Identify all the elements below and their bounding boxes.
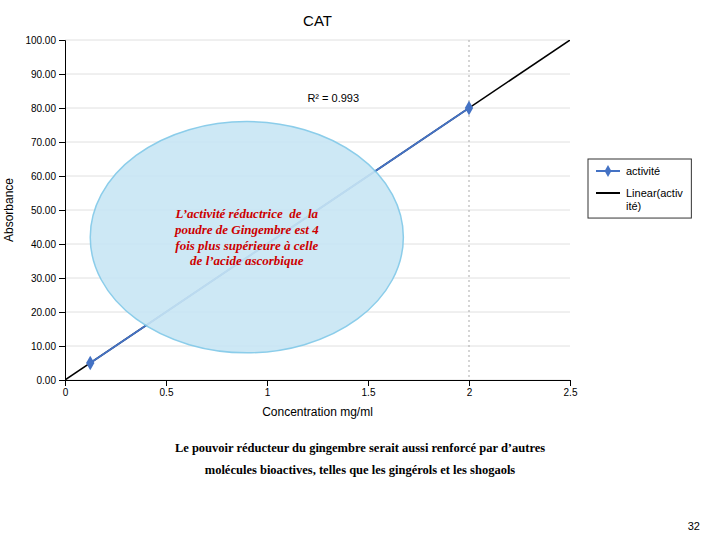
x-axis-title: Concentration mg/ml: [262, 405, 373, 419]
footnote: Le pouvoir réducteur du gingembre serait…: [175, 441, 545, 455]
text-line: fois plus supérieure à celle: [175, 238, 318, 253]
y-axis-title: Absorbance: [2, 178, 16, 242]
footnote: molécules bioactives, telles que les gin…: [205, 463, 516, 477]
tick-label: 20.00: [31, 307, 56, 318]
tick-label: 100.00: [25, 35, 56, 46]
text-line: R² = 0.993: [307, 92, 359, 104]
y-axis: 0.00 10.00 20.00 30.00 40.00 50.00 60.00 70.00 8…: [25, 35, 65, 386]
tick-label: 2.5: [564, 387, 578, 398]
tick: 20.00: [31, 307, 65, 318]
marker: [86, 356, 94, 370]
tick-label: 2: [467, 387, 473, 398]
grid-line: [65, 40, 570, 41]
x-axis: 0 0.5 1 1.5 2 2.5: [63, 380, 578, 398]
tick-mark: [59, 108, 65, 109]
tick-label: 30.00: [31, 273, 56, 284]
tick-mark: [59, 346, 65, 347]
tick-mark: [59, 278, 65, 279]
tick-label: 80.00: [31, 103, 56, 114]
series-line: [90, 108, 469, 363]
legend-item: activité: [596, 165, 660, 177]
legend-items: activité Linear(activité): [596, 165, 683, 212]
text-line: de l’acide ascorbique: [190, 253, 304, 268]
series-line: [65, 40, 570, 380]
text-line: activité: [626, 165, 660, 177]
tick-mark: [469, 380, 470, 386]
annotations: L’activité réductrice de lapoudre de Gin…: [90, 92, 403, 353]
tick-label: 40.00: [31, 239, 56, 250]
text-line: L’activité réductrice de la: [175, 206, 319, 221]
grid-line: [65, 346, 570, 347]
annotation-ellipse: [90, 122, 403, 353]
axis-line: [59, 41, 66, 381]
tick: 10.00: [31, 341, 65, 352]
tick: 2: [467, 380, 473, 398]
reference-line: [469, 40, 470, 380]
tick-mark: [166, 380, 167, 386]
tick-mark: [368, 380, 369, 386]
text-line: Linear(activ: [626, 187, 683, 199]
tick: 90.00: [31, 69, 65, 80]
tick-label: 0.00: [37, 375, 57, 386]
grid: [65, 40, 570, 380]
tick: 0.5: [160, 380, 174, 398]
chart: 0 0.5 1 1.5 2 2.5 0.00 10.00 20.00 30.00 40.00 50.0…: [0, 0, 720, 540]
tick-mark: [59, 74, 65, 75]
tick-mark: [59, 312, 65, 313]
annotation: L’activité réductrice de lapoudre de Gin…: [174, 206, 319, 268]
plot: 0 0.5 1 1.5 2 2.5 0.00 10.00 20.00 30.00 40.00 50.0…: [2, 35, 691, 419]
tick: 30.00: [31, 273, 65, 284]
tick-label: 50.00: [31, 205, 56, 216]
tick-label: 0: [63, 387, 69, 398]
axis-line: [66, 381, 571, 387]
legend-box: [588, 159, 691, 218]
tick-mark: [59, 176, 65, 177]
legend-item: Linear(activité): [596, 187, 683, 212]
text-line: poudre de Gingembre est 4: [174, 222, 319, 237]
tick: 0: [63, 380, 69, 398]
tick: 60.00: [31, 171, 65, 182]
marker: [465, 101, 473, 115]
tick-label: 90.00: [31, 69, 56, 80]
tick-mark: [59, 244, 65, 245]
tick: 0.00: [37, 375, 65, 386]
tick-mark: [59, 210, 65, 211]
tick-label: 1.5: [362, 387, 376, 398]
tick-mark: [59, 380, 65, 381]
tick-label: 0.5: [160, 387, 174, 398]
legend-label: Linear(activité): [626, 187, 683, 212]
grid-line: [65, 74, 570, 75]
tick: 100.00: [25, 35, 65, 46]
legend-label: activité: [626, 165, 660, 177]
data: [65, 40, 570, 380]
title: CAT: [303, 12, 332, 29]
legend-swatch: [596, 192, 620, 194]
tick-label: 60.00: [31, 171, 56, 182]
tick: 80.00: [31, 103, 65, 114]
tick-mark: [59, 142, 65, 143]
tick: 50.00: [31, 205, 65, 216]
grid-line: [65, 108, 570, 109]
tick: 1: [265, 380, 271, 398]
text-line: ité): [626, 200, 641, 212]
tick-label: 1: [265, 387, 271, 398]
tick: 2.5: [564, 380, 578, 398]
tick-mark: [267, 380, 268, 386]
page-number: 32: [688, 520, 700, 532]
legend-marker: [605, 165, 612, 177]
tick: 40.00: [31, 239, 65, 250]
tick-mark: [59, 40, 65, 41]
tick-label: 70.00: [31, 137, 56, 148]
tick-mark: [570, 380, 571, 386]
tick: 70.00: [31, 137, 65, 148]
tick-label: 10.00: [31, 341, 56, 352]
tick: 1.5: [362, 380, 376, 398]
annotation: R² = 0.993: [307, 92, 359, 104]
legend: activité Linear(activité): [588, 159, 691, 218]
